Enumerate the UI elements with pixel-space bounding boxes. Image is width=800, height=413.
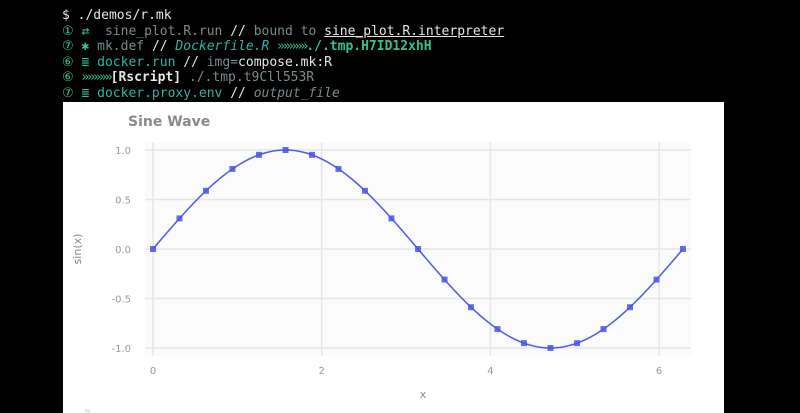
data-point <box>176 215 183 222</box>
line-value: ./.tmp.t9Cll553R <box>188 70 315 85</box>
arrows-icon: »»»»» <box>277 39 308 54</box>
data-point <box>202 187 209 194</box>
step-number: ⑥ <box>62 54 74 70</box>
comment-sep: // <box>151 39 168 54</box>
target-name: sine_plot.R.run <box>104 23 223 39</box>
comment-sep: // <box>230 23 246 39</box>
data-point <box>361 187 368 194</box>
data-point <box>520 340 527 347</box>
terminal-cursor <box>85 409 90 413</box>
data-point <box>574 340 581 347</box>
data-point <box>415 246 422 252</box>
target-name: mk.def <box>97 39 145 54</box>
x-tick-label: 4 <box>487 366 493 377</box>
target-name: docker.proxy.env <box>97 85 223 101</box>
sine-chart: 0 2 4 6 -1.0 -0.5 0.0 0.5 1.0 Sine Wave x sin(x) <box>71 114 691 401</box>
terminal-output: $ ./demos/r.mk ① ⇄ sine_plot.R.run // bo… <box>62 8 792 101</box>
data-point <box>282 147 289 153</box>
step-number: ⑥ <box>62 70 74 85</box>
data-point <box>441 276 448 283</box>
target-name: docker.run <box>97 54 176 70</box>
data-point <box>150 246 156 252</box>
y-tick-label: 1.0 <box>115 146 131 157</box>
terminal-line: ⑥ »»»»»[Rscript] ./.tmp.t9Cll553R <box>62 70 792 86</box>
y-tick-label: -1.0 <box>111 344 131 355</box>
line-value: sine_plot.R.interpreter <box>324 23 505 39</box>
data-point <box>468 304 475 311</box>
step-number: ① <box>62 23 74 39</box>
y-tick-label: 0.5 <box>115 196 131 207</box>
data-point <box>256 151 263 158</box>
data-point <box>653 276 660 283</box>
data-point <box>494 326 501 333</box>
chart-title: Sine Wave <box>128 114 210 130</box>
line-text: [Rscript] <box>110 70 182 85</box>
data-point <box>229 165 236 172</box>
terminal-line: ⑦ ≣ docker.proxy.env // output_file <box>62 86 792 102</box>
plot-image: 0 2 4 6 -1.0 -0.5 0.0 0.5 1.0 Sine Wave x sin(x) <box>63 102 724 413</box>
terminal-command-line: $ ./demos/r.mk <box>62 8 792 24</box>
x-tick-label: 0 <box>150 366 156 377</box>
data-point <box>388 215 395 222</box>
terminal-line: ⑦ ✱ mk.def // Dockerfile.R »»»»»./.tmp.H… <box>62 39 792 55</box>
y-axis-label: sin(x) <box>71 234 84 265</box>
data-point <box>600 326 607 333</box>
comment-sep: // <box>230 85 246 101</box>
line-text: img= <box>206 54 239 70</box>
comment-sep: // <box>183 54 199 70</box>
terminal-line: ① ⇄ sine_plot.R.run // bound to sine_plo… <box>62 24 792 40</box>
data-point <box>679 246 686 252</box>
list-icon: ≣ <box>81 54 90 70</box>
swap-icon: ⇄ <box>81 23 90 39</box>
asterisk-icon: ✱ <box>81 39 90 54</box>
data-point <box>547 345 554 351</box>
arrows-icon: »»»»» <box>81 70 112 85</box>
x-tick-label: 6 <box>656 366 662 377</box>
x-axis-label: x <box>420 388 427 401</box>
list-icon: ≣ <box>81 85 90 101</box>
line-value: compose.mk:R <box>238 54 332 70</box>
y-tick-label: 0.0 <box>115 245 131 256</box>
data-point <box>309 151 316 158</box>
line-value: ./.tmp.H7ID12xhH <box>306 39 432 54</box>
y-tick-label: -0.5 <box>111 295 131 306</box>
line-text: bound to <box>253 23 317 39</box>
command-text: ./demos/r.mk <box>77 8 172 23</box>
line-text: Dockerfile.R <box>175 39 270 54</box>
x-tick-label: 2 <box>319 366 325 377</box>
step-number: ⑦ <box>62 85 74 101</box>
step-number: ⑦ <box>62 39 74 54</box>
data-point <box>627 304 634 311</box>
prompt-symbol: $ <box>62 8 70 23</box>
line-text: output_file <box>253 85 340 101</box>
data-point <box>335 165 342 172</box>
terminal-line: ⑥ ≣ docker.run // img=compose.mk:R <box>62 55 792 71</box>
